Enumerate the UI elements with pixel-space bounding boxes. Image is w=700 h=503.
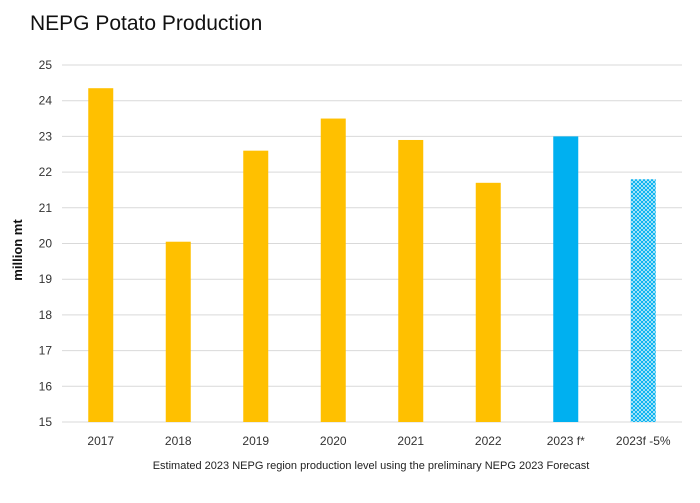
bar-2022: [475, 182, 501, 422]
y-axis-ticks: 15 16 17 18 19 20 21 22 23 24 25: [39, 58, 53, 429]
y-tick-label: 18: [39, 308, 53, 322]
y-axis-label: million mt: [10, 219, 25, 281]
x-tick-label: 2021: [397, 434, 424, 448]
y-tick-label: 24: [39, 94, 53, 108]
x-tick-label: 2020: [320, 434, 347, 448]
x-tick-label: 2023 f*: [547, 434, 585, 448]
x-tick-label: 2017: [87, 434, 114, 448]
bar-2021: [398, 139, 424, 422]
x-tick-label: 2019: [242, 434, 269, 448]
y-tick-label: 22: [39, 165, 53, 179]
y-tick-label: 25: [39, 58, 53, 72]
bar-2017: [88, 88, 114, 422]
x-tick-label: 2022: [475, 434, 502, 448]
y-tick-label: 20: [39, 237, 53, 251]
bar-2023f-5: [630, 179, 656, 422]
x-tick-label: 2023f -5%: [616, 434, 671, 448]
chart-title: NEPG Potato Production: [30, 12, 263, 35]
x-tick-label: 2018: [165, 434, 192, 448]
y-tick-label: 15: [39, 415, 53, 429]
bars: [88, 88, 656, 423]
x-axis-caption: Estimated 2023 NEPG region production le…: [153, 460, 590, 472]
y-tick-label: 16: [39, 379, 53, 393]
y-tick-label: 23: [39, 129, 53, 143]
bar-2019: [243, 150, 269, 422]
bar-2023-f: [553, 136, 579, 422]
y-tick-label: 19: [39, 272, 53, 286]
x-axis-ticks: 2017 2018 2019 2020 2021 2022 2023 f* 2023f -5%: [87, 434, 671, 448]
bar-2018: [165, 241, 191, 422]
bar-2020: [320, 118, 346, 423]
y-tick-label: 21: [39, 201, 53, 215]
gridlines: [62, 64, 682, 423]
y-tick-label: 17: [39, 344, 53, 358]
